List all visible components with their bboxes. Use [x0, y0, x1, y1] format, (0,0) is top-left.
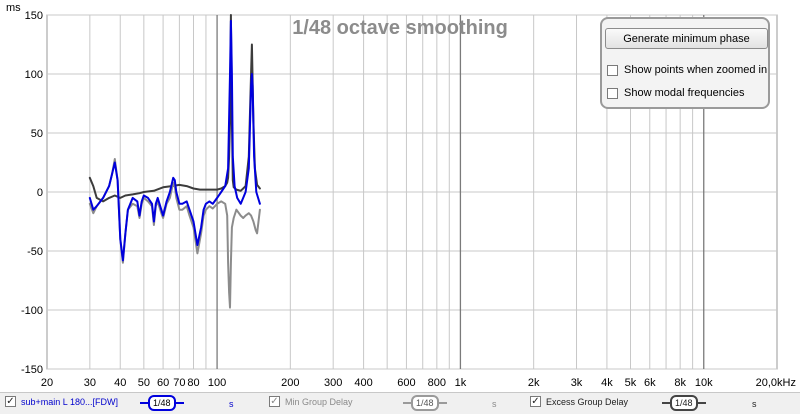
x-tick-label: 3k: [571, 377, 583, 389]
x-tick-label: 8k: [674, 377, 686, 389]
legend-label-excess-group-delay: Excess Group Delay: [546, 396, 629, 407]
y-tick-label: 100: [25, 69, 43, 81]
show-modal-label: Show modal frequencies: [624, 87, 745, 99]
smoothing-value-min-group-delay[interactable]: 1/48: [411, 395, 439, 411]
x-tick-label: 20: [41, 377, 53, 389]
x-tick-label: 10k: [695, 377, 713, 389]
x-tick-label: 300: [324, 377, 342, 389]
y-tick-label: 0: [37, 187, 43, 199]
legend-checkbox-measurement[interactable]: ✓: [5, 396, 16, 407]
x-tick-label: 200: [281, 377, 299, 389]
smoothing-control-excess-group-delay[interactable]: 1/48: [662, 395, 706, 411]
smoothing-control-min-group-delay[interactable]: 1/48: [403, 395, 447, 411]
x-tick-label: 20,0kHz: [756, 377, 796, 389]
legend-item-measurement[interactable]: ✓ sub+main L 180...[FDW]: [5, 396, 118, 407]
show-points-option[interactable]: Show points when zoomed in: [607, 64, 767, 76]
y-tick-label: 150: [25, 10, 43, 22]
show-points-checkbox[interactable]: [607, 64, 618, 76]
x-tick-label: 1k: [455, 377, 467, 389]
legend-unit-min-group-delay: s: [492, 399, 497, 409]
x-tick-label: 100: [208, 377, 226, 389]
legend-item-min-group-delay[interactable]: ✓ Min Group Delay: [269, 396, 353, 407]
smoothing-value-measurement[interactable]: 1/48: [148, 395, 176, 411]
phase-controls-panel: Generate minimum phase Show points when …: [600, 17, 770, 109]
x-tick-label: 4k: [601, 377, 613, 389]
smoothing-control-measurement[interactable]: 1/48: [140, 395, 184, 411]
y-tick-label: 50: [31, 128, 43, 140]
show-modal-checkbox[interactable]: [607, 87, 618, 99]
x-tick-label: 40: [114, 377, 126, 389]
y-tick-label: -100: [21, 305, 43, 317]
y-axis-unit: ms: [6, 2, 21, 14]
x-tick-label: 6k: [644, 377, 656, 389]
x-tick-label: 2k: [528, 377, 540, 389]
y-tick-label: -150: [21, 364, 43, 376]
generate-minimum-phase-button[interactable]: Generate minimum phase: [605, 28, 768, 49]
x-tick-label: 600: [397, 377, 415, 389]
legend-checkbox-min-group-delay[interactable]: ✓: [269, 396, 280, 407]
x-tick-label: 400: [354, 377, 372, 389]
x-tick-label: 60: [157, 377, 169, 389]
trace-legend-bar: ✓ sub+main L 180...[FDW] 1/48 s ✓ Min Gr…: [0, 392, 800, 414]
legend-label-min-group-delay: Min Group Delay: [285, 396, 353, 407]
x-tick-label: 70: [173, 377, 185, 389]
legend-unit-measurement: s: [229, 399, 234, 409]
y-tick-label: -50: [27, 246, 43, 258]
legend-unit-excess-group-delay: s: [752, 399, 757, 409]
show-modal-option[interactable]: Show modal frequencies: [607, 87, 744, 99]
legend-item-excess-group-delay[interactable]: ✓ Excess Group Delay: [530, 396, 628, 407]
chart-title: 1/48 octave smoothing: [292, 17, 508, 39]
legend-label-measurement: sub+main L 180...[FDW]: [21, 396, 118, 407]
x-tick-label: 80: [187, 377, 199, 389]
x-tick-label: 50: [138, 377, 150, 389]
x-tick-label: 30: [84, 377, 96, 389]
smoothing-value-excess-group-delay[interactable]: 1/48: [670, 395, 698, 411]
show-points-label: Show points when zoomed in: [624, 64, 768, 76]
legend-checkbox-excess-group-delay[interactable]: ✓: [530, 396, 541, 407]
x-tick-label: 800: [428, 377, 446, 389]
series-sub-main-l-180-fdw: [88, 19, 261, 262]
x-tick-label: 5k: [625, 377, 637, 389]
